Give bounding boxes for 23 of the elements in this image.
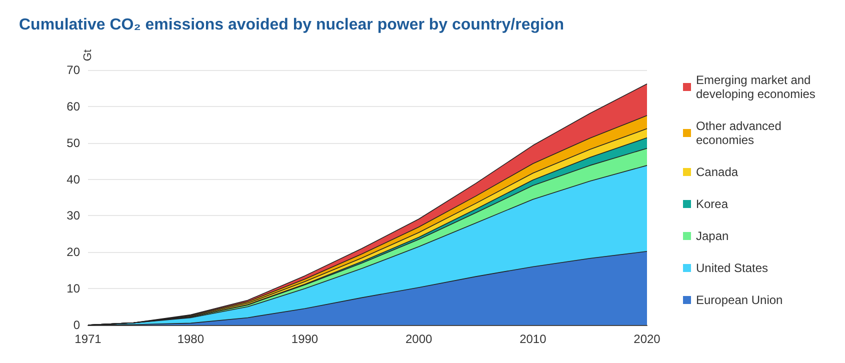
y-tick-label: 10 [66, 282, 80, 296]
x-tick-label: 2010 [520, 332, 547, 346]
legend-label: Emerging market and developing economies [696, 73, 816, 101]
legend-label: Korea [696, 197, 728, 211]
legend-label: European Union [696, 293, 783, 307]
y-tick-label: 30 [66, 208, 80, 223]
y-tick-label: 20 [66, 245, 80, 260]
chart-title: Cumulative CO₂ emissions avoided by nuclear power by country/region [19, 16, 564, 34]
legend-label: United States [696, 261, 768, 275]
x-tick-label: 2000 [405, 332, 433, 346]
legend-label: Canada [696, 165, 738, 179]
y-axis-title: Gt [82, 49, 94, 62]
y-tick-label: 70 [66, 63, 80, 77]
x-tick-label: 1971 [74, 332, 102, 346]
legend-label: Japan [696, 229, 729, 243]
legend-label: Other advanced economies [696, 119, 785, 147]
y-tick-label: 60 [66, 99, 80, 114]
y-tick-label: 0 [73, 318, 80, 332]
x-tick-label: 2020 [634, 332, 661, 346]
y-tick-label: 40 [66, 172, 80, 186]
x-tick-label: 1990 [291, 332, 318, 346]
x-tick-label: 1980 [177, 332, 204, 346]
y-tick-label: 50 [66, 136, 80, 150]
